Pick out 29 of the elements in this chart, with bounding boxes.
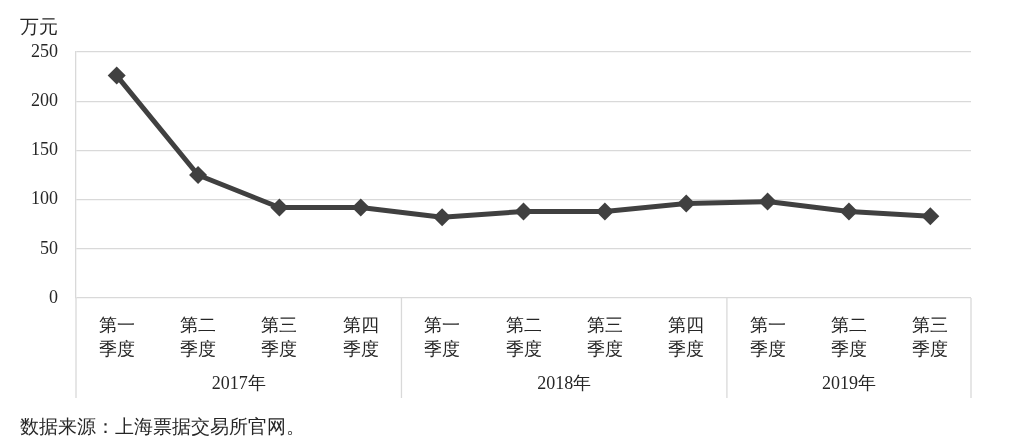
point [433,208,452,227]
y-tick-label: 50 [40,237,58,258]
x-tick-label: 第二季度 [830,314,867,360]
x-tick-label: 第四季度 [342,314,379,360]
x-tick-label: 第三季度 [586,314,623,360]
y-tick-label: 0 [49,286,58,307]
text: 2019年 [821,372,876,393]
x-tick-label: 第一季度 [749,314,786,360]
x-tick-label: 第二季度 [505,314,542,360]
source-note: 数据来源：上海票据交易所官网。 [20,415,305,437]
x-tick-label: 第一季度 [424,314,461,360]
x-tick-label: 第四季度 [668,314,705,360]
y-tick-label: 150 [31,139,58,160]
text: 2018年 [537,372,592,393]
text: 2017年 [211,372,266,393]
y-tick-label: 100 [31,188,58,209]
point [677,194,696,213]
y-tick-label: 250 [31,40,58,61]
point [107,66,126,85]
point [839,202,858,221]
point [189,166,208,184]
x-tick-label: 第三季度 [912,314,949,360]
y-axis-title: 万元 [20,15,58,37]
y-tick-label: 200 [31,89,58,110]
x-tick-label: 第二季度 [180,314,217,360]
x-tick-label: 第三季度 [261,314,298,360]
x-tick-label: 第一季度 [98,314,135,360]
point [921,207,940,226]
point [758,192,777,211]
